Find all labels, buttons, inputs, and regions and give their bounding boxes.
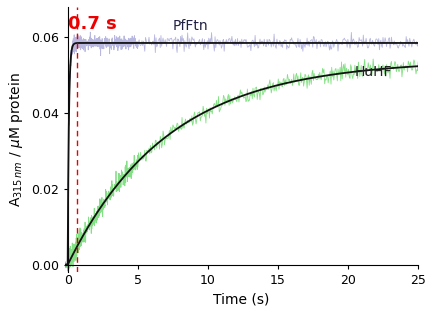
Y-axis label: A$_{315\,nm}$ / $\mu$M protein: A$_{315\,nm}$ / $\mu$M protein xyxy=(7,72,25,207)
Text: 0.7 s: 0.7 s xyxy=(68,14,117,33)
Text: HuHF: HuHF xyxy=(355,65,393,79)
Text: PfFtn: PfFtn xyxy=(173,19,208,34)
X-axis label: Time (s): Time (s) xyxy=(213,292,270,306)
